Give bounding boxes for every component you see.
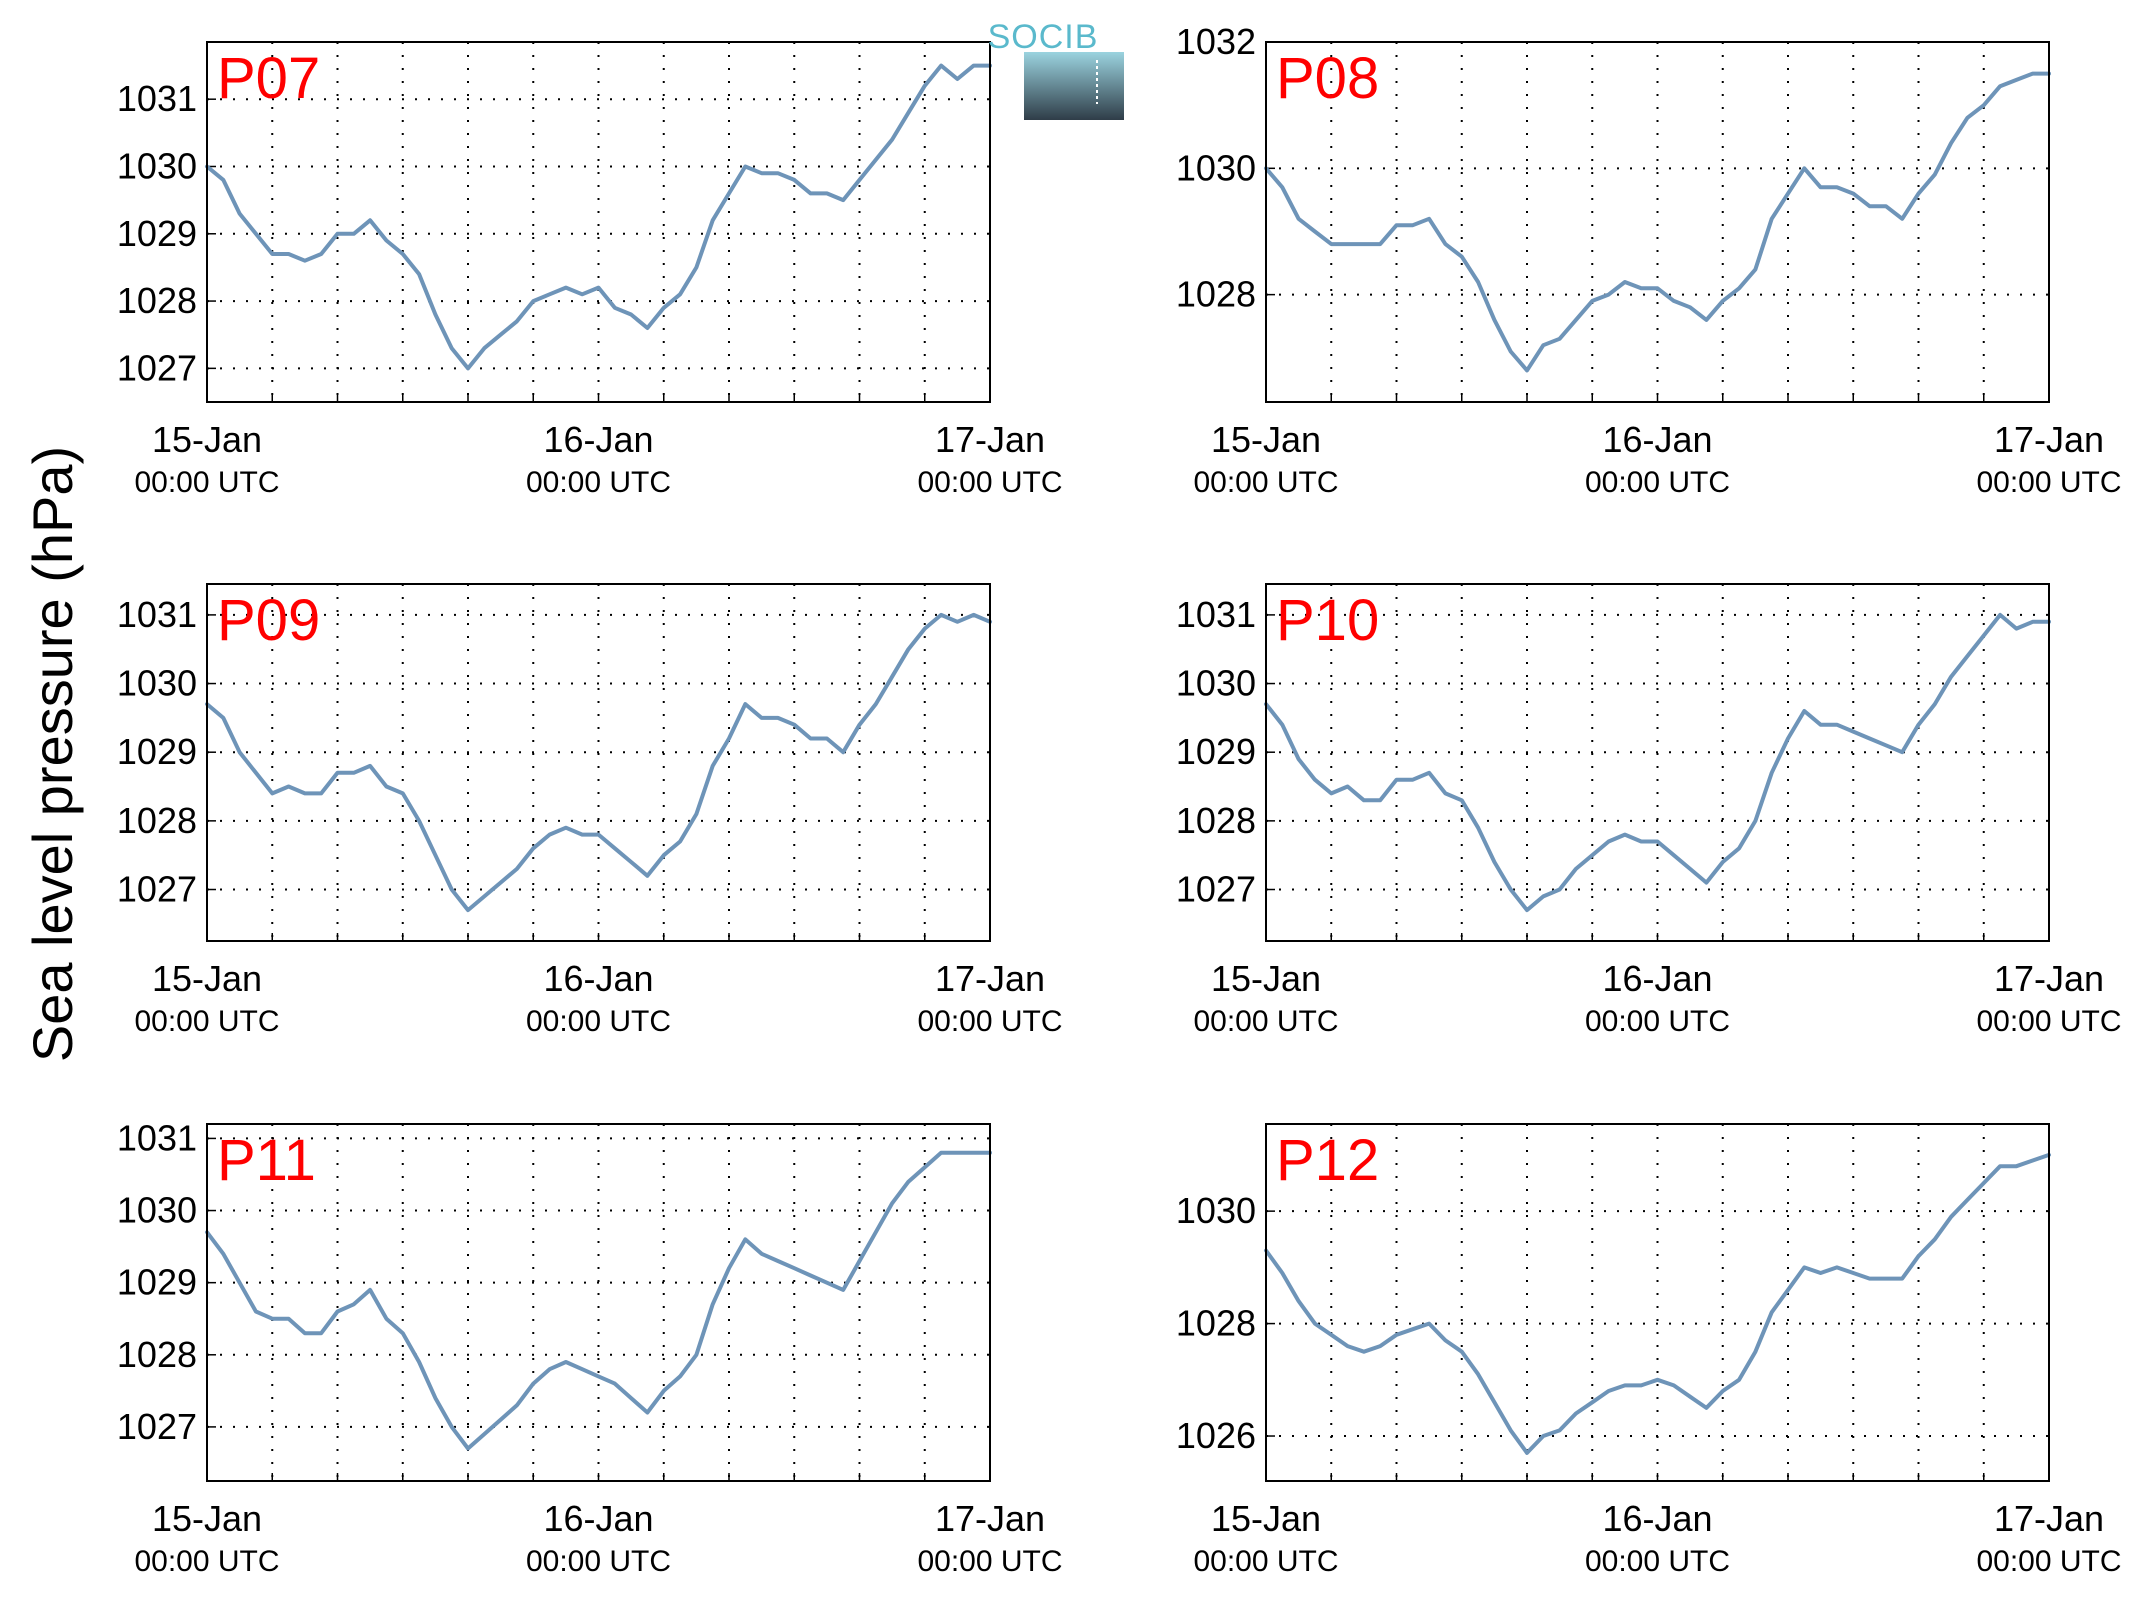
panel-p12: 1026 1028 1030 15-Jan 00:00 UTC 16-Jan 00:00 U… [1176, 1123, 2122, 1578]
panel-title: P10 [1276, 588, 1379, 653]
y-tick-label: 1030 [1176, 147, 1256, 188]
x-tick-sublabel: 00:00 UTC [1585, 1005, 1730, 1038]
socib-logo-icon: SOCIB [988, 18, 1124, 120]
socib-logo-mark [1024, 52, 1124, 120]
x-tick-label: 16-Jan [543, 958, 653, 999]
panel-title: P12 [1276, 1128, 1379, 1193]
x-tick-label: 17-Jan [1994, 419, 2104, 460]
x-tick-label: 16-Jan [1602, 419, 1712, 460]
y-axis-label: Sea level pressure (hPa) [21, 446, 84, 1062]
x-tick-label: 15-Jan [152, 419, 262, 460]
axes-frame [1265, 41, 2050, 403]
x-tick-sublabel: 00:00 UTC [526, 1545, 671, 1578]
panel-p07: 1027 1028 1029 1030 1031 15-Jan 00:00 UTC 16-Ja… [117, 41, 1063, 499]
panels: 1027 1028 1029 1030 1031 15-Jan 00:00 UTC 16-Ja… [117, 21, 2122, 1578]
socib-logo-text: SOCIB [988, 18, 1099, 56]
x-tick-label: 16-Jan [543, 1498, 653, 1539]
y-tick-label: 1031 [117, 78, 197, 119]
y-tick-label: 1028 [1176, 800, 1256, 841]
x-tick-label: 17-Jan [935, 1498, 1045, 1539]
y-tick-label: 1026 [1176, 1415, 1256, 1456]
x-tick-sublabel: 00:00 UTC [134, 1545, 279, 1578]
series-line [1264, 71, 2051, 373]
y-tick-label: 1032 [1176, 21, 1256, 62]
x-tick-sublabel: 00:00 UTC [1976, 1545, 2121, 1578]
x-tick-label: 17-Jan [1994, 958, 2104, 999]
x-tick-sublabel: 00:00 UTC [1976, 1005, 2121, 1038]
y-tick-label: 1030 [117, 145, 197, 186]
x-tick-label: 17-Jan [1994, 1498, 2104, 1539]
panel-p08: 1028 1030 1032 15-Jan 00:00 UTC 16-Jan 00:00 U… [1176, 21, 2122, 499]
series-line [205, 63, 992, 371]
y-tick-label: 1028 [1176, 274, 1256, 315]
panel-title: P07 [217, 46, 320, 111]
x-tick-sublabel: 00:00 UTC [1193, 466, 1338, 499]
y-tick-label: 1030 [1176, 1190, 1256, 1231]
panel-p10: 1027 1028 1029 1030 1031 15-Jan 00:00 UTC 16-Ja… [1176, 583, 2122, 1038]
y-tick-label: 1027 [117, 869, 197, 910]
series-line [205, 1150, 992, 1451]
x-tick-sublabel: 00:00 UTC [526, 466, 671, 499]
y-tick-label: 1028 [117, 280, 197, 321]
axes-frame [206, 1123, 991, 1482]
y-tick-label: 1029 [1176, 731, 1256, 772]
panel-p11: 1027 1028 1029 1030 1031 15-Jan 00:00 UTC 16-Ja… [117, 1117, 1063, 1578]
panel-p09: 1027 1028 1029 1030 1031 15-Jan 00:00 UTC 16-Ja… [117, 583, 1063, 1038]
axes-frame [206, 41, 991, 403]
x-tick-label: 15-Jan [1211, 1498, 1321, 1539]
x-tick-label: 15-Jan [152, 958, 262, 999]
series-line [205, 612, 992, 913]
x-tick-sublabel: 00:00 UTC [526, 1005, 671, 1038]
y-tick-label: 1028 [1176, 1303, 1256, 1344]
series-line [1264, 1152, 2051, 1455]
x-tick-sublabel: 00:00 UTC [134, 1005, 279, 1038]
panel-title: P11 [217, 1128, 316, 1193]
x-tick-sublabel: 00:00 UTC [1585, 466, 1730, 499]
axes-frame [1265, 1123, 2050, 1482]
y-tick-label: 1031 [1176, 594, 1256, 635]
y-tick-label: 1029 [117, 213, 197, 254]
y-tick-label: 1031 [117, 594, 197, 635]
y-tick-label: 1028 [117, 800, 197, 841]
x-tick-label: 15-Jan [1211, 419, 1321, 460]
axes-frame [206, 583, 991, 942]
y-tick-label: 1030 [117, 663, 197, 704]
y-tick-label: 1029 [117, 731, 197, 772]
x-tick-label: 17-Jan [935, 958, 1045, 999]
y-tick-label: 1027 [117, 347, 197, 388]
x-tick-label: 17-Jan [935, 419, 1045, 460]
y-tick-label: 1029 [117, 1262, 197, 1303]
x-tick-sublabel: 00:00 UTC [1585, 1545, 1730, 1578]
series-line [1264, 612, 2051, 913]
panel-title: P09 [217, 588, 320, 653]
y-tick-label: 1027 [1176, 869, 1256, 910]
y-tick-label: 1028 [117, 1334, 197, 1375]
y-tick-label: 1030 [1176, 663, 1256, 704]
x-tick-label: 16-Jan [1602, 958, 1712, 999]
x-tick-sublabel: 00:00 UTC [1193, 1005, 1338, 1038]
x-tick-sublabel: 00:00 UTC [1976, 466, 2121, 499]
x-tick-label: 15-Jan [1211, 958, 1321, 999]
x-tick-sublabel: 00:00 UTC [917, 1005, 1062, 1038]
y-tick-label: 1030 [117, 1190, 197, 1231]
y-tick-label: 1031 [117, 1117, 197, 1158]
y-tick-label: 1027 [117, 1406, 197, 1447]
panel-title: P08 [1276, 46, 1379, 111]
x-tick-sublabel: 00:00 UTC [1193, 1545, 1338, 1578]
x-tick-label: 15-Jan [152, 1498, 262, 1539]
x-tick-sublabel: 00:00 UTC [917, 1545, 1062, 1578]
x-tick-sublabel: 00:00 UTC [134, 466, 279, 499]
axes-frame [1265, 583, 2050, 942]
x-tick-label: 16-Jan [543, 419, 653, 460]
x-tick-label: 16-Jan [1602, 1498, 1712, 1539]
x-tick-sublabel: 00:00 UTC [917, 466, 1062, 499]
